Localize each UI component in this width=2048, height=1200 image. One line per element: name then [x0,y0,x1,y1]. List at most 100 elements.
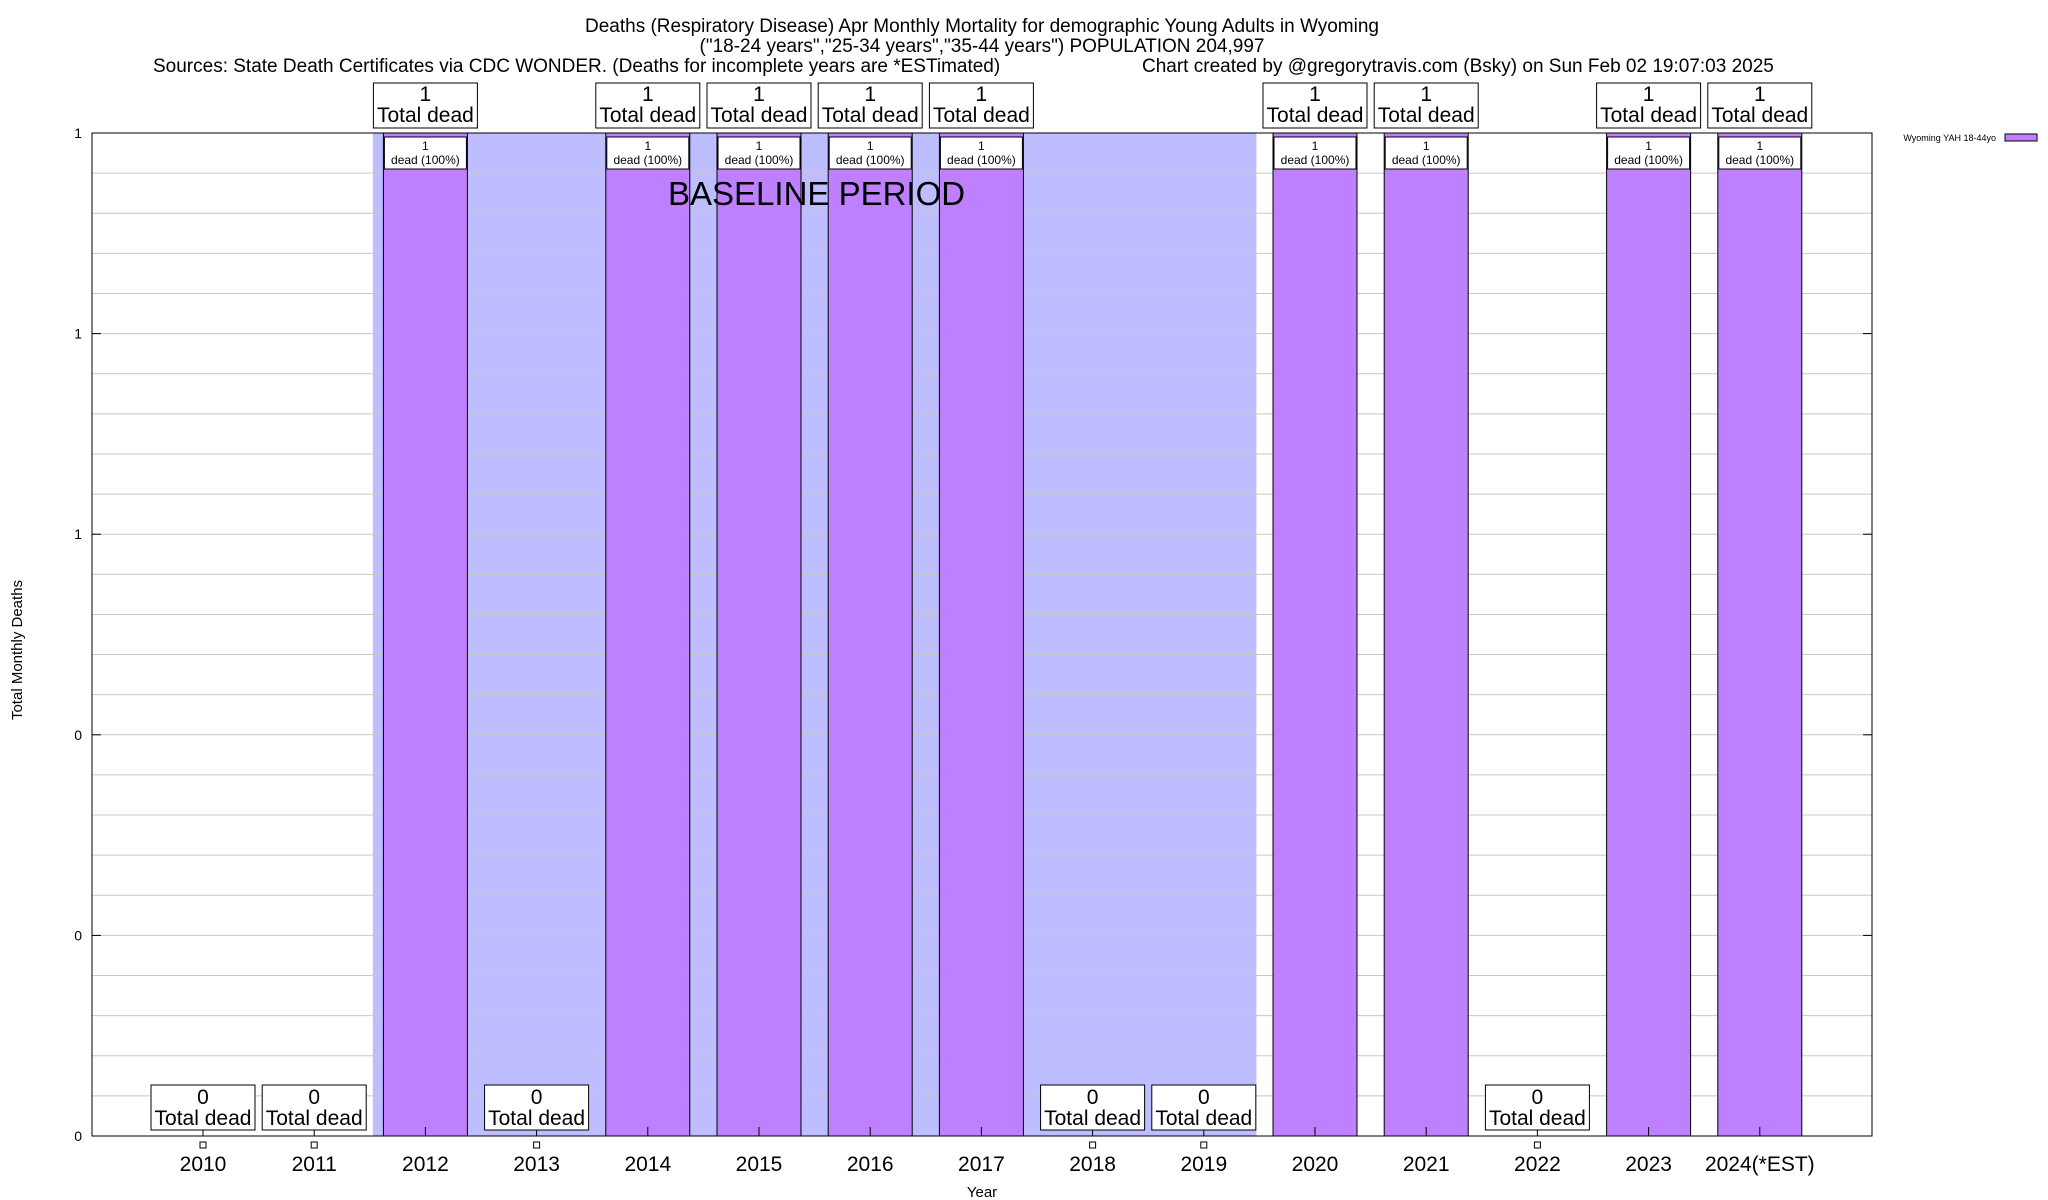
bar-value-label-box [1718,136,1802,170]
bar [1606,132,1692,1137]
x-tick-label: 2015 [736,1153,783,1176]
zero-value-marker [1089,1141,1097,1149]
x-tick-label: 2019 [1180,1153,1227,1176]
total-count-label: 0 [1532,1086,1544,1109]
bar-percent-label: dead (100%) [1614,153,1683,167]
total-label-box [706,82,812,129]
bar-value-label-box [383,136,467,170]
legend-series-swatch [2004,133,2038,142]
legend-series-label: Wyoming YAH 18-44yo [1903,133,1996,143]
x-tick-label: 2011 [292,1153,337,1176]
bar-value-label: 1 [1645,139,1652,153]
y-tick-label: 1 [74,526,82,542]
total-dead-label: Total dead [1600,104,1697,127]
total-dead-label: Total dead [1711,104,1808,127]
bar [1717,132,1803,1137]
x-tick-label: 2021 [1403,1153,1450,1176]
x-tick-label: 2014 [624,1153,671,1176]
y-tick-label: 0 [74,727,82,743]
x-tick-label: 2020 [1292,1153,1339,1176]
total-dead-label: Total dead [933,104,1030,127]
total-dead-label: Total dead [377,104,474,127]
total-dead-label: Total dead [1267,104,1364,127]
total-count-label: 1 [753,83,765,106]
bar [938,132,1024,1137]
legend: Wyoming YAH 18-44yo [1903,133,2038,143]
bar-value-label: 1 [422,139,429,153]
x-tick-label: 2010 [180,1153,227,1176]
bar-percent-label: dead (100%) [947,153,1016,167]
baseline-period-layer [372,133,1257,1136]
chart-source-line: Sources: State Death Certificates via CD… [153,56,1000,77]
total-dead-label: Total dead [266,1107,363,1130]
bar-percent-label: dead (100%) [1281,153,1350,167]
bar [605,132,691,1137]
total-label-box [1040,1084,1146,1131]
bar-value-label: 1 [644,139,651,153]
total-count-label: 1 [420,83,432,106]
total-dead-label: Total dead [1378,104,1475,127]
total-count-label: 0 [1087,1086,1099,1109]
total-label-box [150,1084,256,1131]
x-tick-label: 2013 [513,1153,560,1176]
x-tick-label: 2022 [1514,1153,1561,1176]
bar-percent-label: dead (100%) [391,153,460,167]
bar-value-label-box [1273,136,1357,170]
bar [1383,132,1469,1137]
x-tick-label: 2018 [1069,1153,1116,1176]
chart-credit-line: Chart created by @gregorytravis.com (Bsk… [1142,56,1774,77]
baseline-period-label: BASELINE PERIOD [668,175,965,212]
total-label-box [372,82,478,129]
total-count-label: 1 [1309,83,1321,106]
total-dead-label: Total dead [599,104,696,127]
bar-value-label-box [939,136,1023,170]
total-dead-label: Total dead [822,104,919,127]
total-dead-label: Total dead [1155,1107,1252,1130]
bar-value-label-box [717,136,801,170]
total-count-label: 0 [308,1086,320,1109]
total-label-box [1707,82,1813,129]
x-tick-label: 2024(*EST) [1705,1153,1815,1176]
bar [716,132,802,1137]
baseline-period-shade [372,133,1257,1136]
bar-value-label: 1 [1423,139,1430,153]
bar-percent-label: dead (100%) [725,153,794,167]
bar [382,132,468,1137]
x-axis-ticks: 2010 2011 2012 2013 2014 2015 2016 2017 2018 2019… [180,1127,1815,1176]
total-label-box [817,82,923,129]
bar-percent-label: dead (100%) [1392,153,1461,167]
total-label-box [1262,82,1368,129]
total-label-box [261,1084,367,1131]
zero-value-marker [1200,1141,1208,1149]
chart-title-line-2: ("18-24 years","25-34 years","35-44 year… [700,36,1265,57]
total-count-label: 1 [976,83,988,106]
y-tick-label: 0 [74,1128,82,1144]
y-tick-label: 1 [74,326,82,342]
zero-value-marker [533,1141,541,1149]
total-count-label: 1 [642,83,654,106]
bar-percent-label: dead (100%) [1725,153,1794,167]
bar-value-label: 1 [756,139,763,153]
bar-layer [382,132,1803,1137]
y-axis-ticks: 0 0 0 1 1 1 [74,125,1872,1144]
x-tick-label: 2023 [1625,1153,1672,1176]
bar-value-label-box [828,136,912,170]
y-axis-label: Total Monthly Deaths [9,580,26,720]
y-tick-label: 0 [74,927,82,943]
total-dead-label: Total dead [1489,1107,1586,1130]
bar-percent-label: dead (100%) [836,153,905,167]
total-dead-label: Total dead [711,104,808,127]
bar-value-label: 1 [1756,139,1763,153]
total-count-label: 0 [531,1086,543,1109]
total-label-box [1596,82,1702,129]
total-label-box [484,1084,590,1131]
zero-value-marker [310,1141,318,1149]
bar [1272,132,1358,1137]
bar-value-label: 1 [867,139,874,153]
zero-value-marker [199,1141,207,1149]
total-count-label: 0 [197,1086,209,1109]
total-count-label: 1 [1643,83,1655,106]
total-count-label: 1 [1420,83,1432,106]
x-tick-label: 2017 [958,1153,1005,1176]
